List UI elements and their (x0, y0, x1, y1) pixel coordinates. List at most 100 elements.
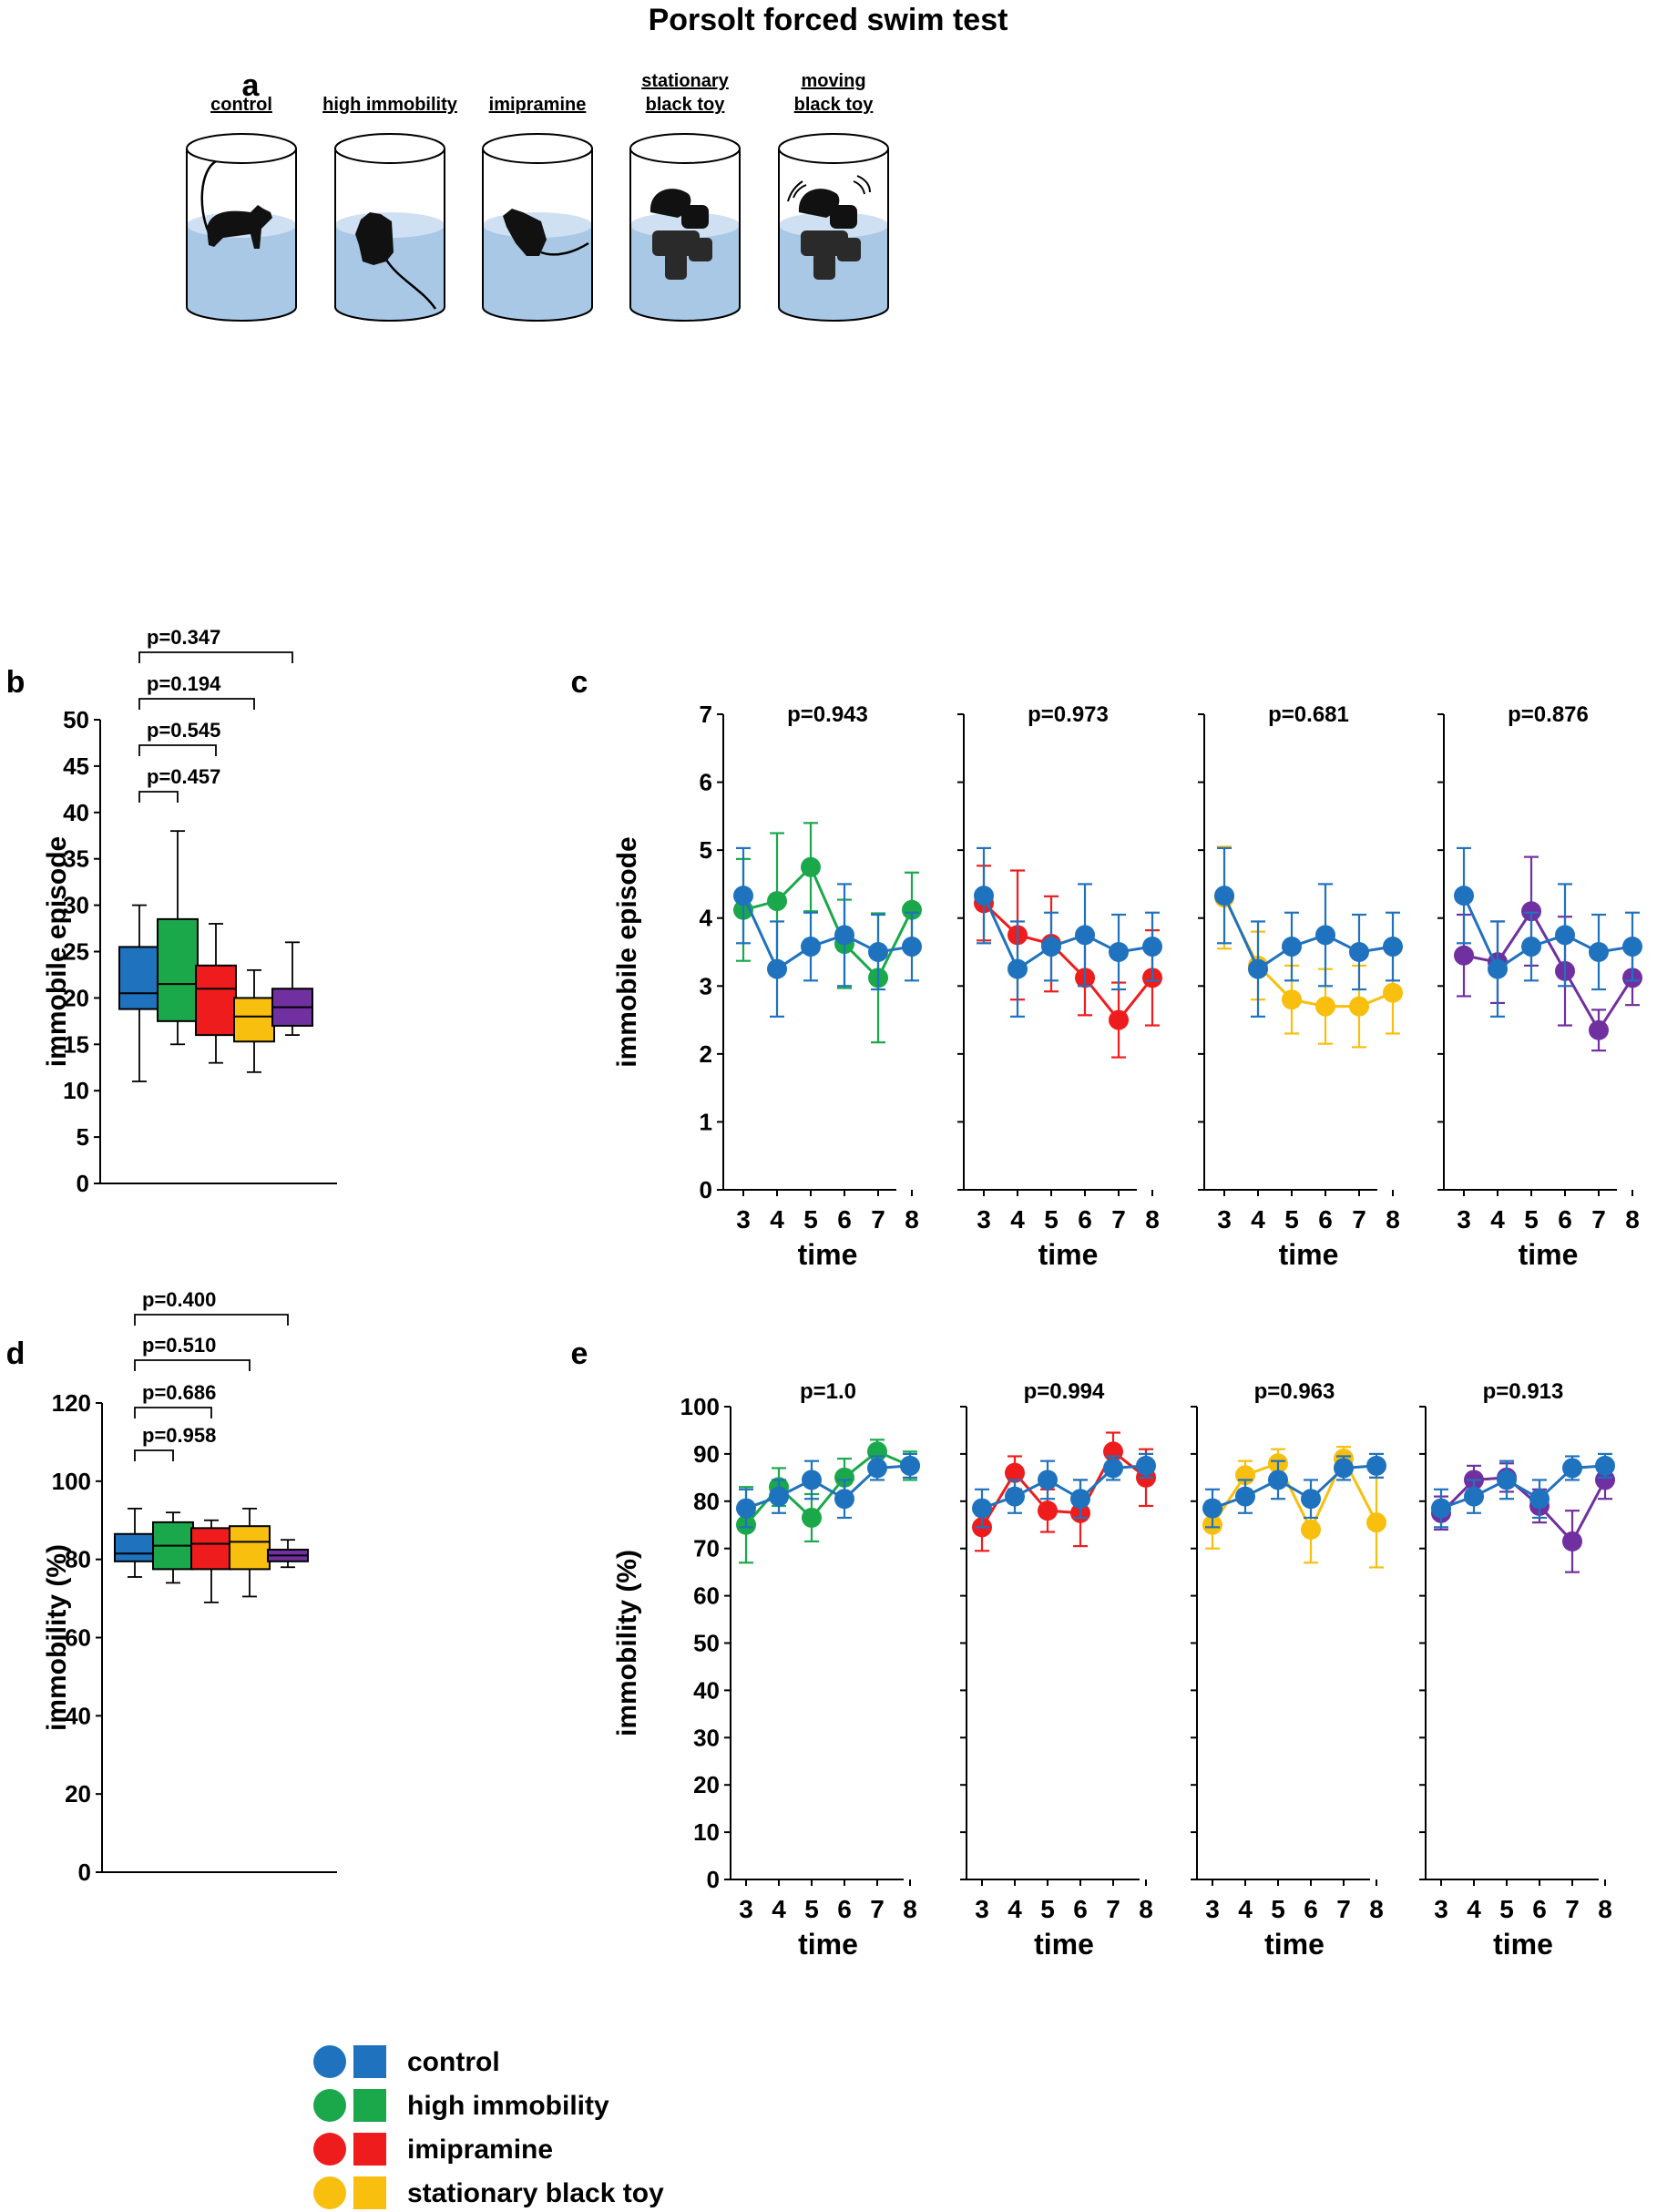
bracket-line (134, 1359, 251, 1371)
y-axis-label: immobile episode (612, 836, 642, 1067)
series-control (736, 1452, 920, 1529)
y-tick-label: 25 (63, 938, 89, 966)
data-point (902, 937, 922, 958)
data-point (769, 1486, 789, 1507)
cylinder-control: control (186, 95, 297, 322)
y-tick-label: 35 (63, 845, 89, 873)
x-axis-label: time (1034, 1928, 1094, 1961)
x-tick-label: 6 (1532, 1895, 1547, 1923)
mouse-tail (200, 159, 217, 233)
legend: control high immobility imipramine stationa… (313, 2045, 664, 2209)
series-stationary-black-toy (1202, 1446, 1386, 1569)
toy-body (801, 230, 848, 256)
legend-circle-marker (313, 2133, 346, 2166)
p-value: p=0.876 (1508, 702, 1589, 727)
cylinder-wall (334, 148, 445, 322)
bracket-line (138, 791, 179, 803)
x-tick-label: 8 (1139, 1895, 1153, 1923)
panel-d-boxplot: d 0 20 40 60 80 100 120 immobility (%) p=0.400 p=0… (6, 1288, 337, 1886)
legend-item-high-immobility: high immobility (313, 2089, 609, 2122)
panel-a-letter: a (242, 68, 261, 103)
data-point (974, 886, 994, 906)
series-stationary-black-toy (1214, 845, 1403, 1049)
data-point (972, 1498, 992, 1519)
bracket-line (134, 1449, 174, 1461)
data-point (1454, 945, 1474, 966)
data-point (1595, 1455, 1615, 1476)
legend-square-marker (353, 2176, 386, 2209)
mouse-tail (540, 241, 589, 256)
p-value: p=1.0 (800, 1379, 856, 1404)
y-tick-label: 1 (700, 1108, 712, 1135)
series-line (1439, 1476, 1607, 1544)
box-iqr (114, 1532, 156, 1562)
subplot-moving-black-toy: 3 4 5 6 7 8 time p=0.876 (1437, 702, 1642, 1271)
bracket-p-value: p=0.510 (142, 1334, 216, 1357)
subplot-stationary-black-toy: 3 4 5 6 7 8 time p=0.963 (1191, 1379, 1386, 1961)
x-tick-label: 4 (1010, 1205, 1025, 1234)
y-tick-label: 60 (65, 1624, 91, 1652)
data-point (1301, 1519, 1321, 1540)
series-control (1202, 1452, 1386, 1529)
y-tick-label: 2 (700, 1040, 712, 1068)
bracket-p-value: p=0.347 (147, 626, 220, 649)
x-tick-label: 3 (736, 1205, 751, 1234)
cylinder-rim (778, 133, 889, 164)
bracket-p-value: p=0.400 (142, 1288, 216, 1311)
y-tick-label: 20 (65, 1780, 91, 1807)
series-moving-black-toy (1431, 1459, 1615, 1573)
data-point (1235, 1486, 1255, 1507)
subplot-imipramine: 3 4 5 6 7 8 time p=0.994 (960, 1379, 1156, 1961)
motion-mark (856, 175, 871, 193)
data-point (1041, 937, 1061, 958)
data-point (802, 1507, 822, 1528)
x-tick-label: 5 (804, 1895, 819, 1923)
data-point (736, 1498, 756, 1519)
cylinder-rim (482, 133, 593, 164)
data-point (902, 899, 922, 920)
data-point (1038, 1470, 1058, 1490)
box-iqr (233, 997, 275, 1043)
bracket-line (138, 651, 293, 663)
data-point (1431, 1498, 1451, 1519)
legend-square-marker (353, 2045, 386, 2078)
legend-circle-marker (313, 2045, 346, 2078)
x-tick-label: 6 (1304, 1895, 1318, 1923)
figure-title: Porsolt forced swim test (649, 3, 1008, 37)
bracket-p-value: p=0.958 (142, 1424, 216, 1447)
x-tick-label: 4 (1007, 1895, 1022, 1923)
comparison-bracket: p=0.347 (138, 626, 293, 663)
data-point (1142, 937, 1162, 958)
bracket-p-value: p=0.457 (147, 765, 220, 788)
x-axis-label: time (1519, 1238, 1579, 1271)
y-axis-label: immobility (%) (42, 1544, 72, 1731)
comparison-bracket: p=0.400 (134, 1288, 289, 1326)
y-tick-label: 0 (78, 1859, 91, 1886)
y-tick-label: 50 (693, 1630, 720, 1657)
panel-letter: e (571, 1336, 588, 1371)
cylinder-label: moving (801, 71, 865, 91)
cylinder-wall (778, 148, 889, 322)
legend-label: control (407, 2047, 500, 2077)
data-point (1555, 925, 1575, 946)
subplot-high-immobility: 3 4 5 6 7 8 time p=0.943 (717, 702, 922, 1271)
series-line (742, 865, 914, 980)
panel-a-illustration: control high immobility imipramine stationa… (186, 71, 889, 322)
data-point (1454, 886, 1474, 906)
p-value: p=0.994 (1024, 1379, 1105, 1404)
legend-item-control: control (313, 2045, 500, 2078)
cylinder-label: stationary (641, 71, 729, 91)
x-tick-label: 7 (1111, 1205, 1126, 1234)
y-tick-label: 15 (63, 1030, 89, 1058)
y-tick-label: 30 (693, 1724, 720, 1751)
x-tick-label: 5 (1040, 1895, 1055, 1923)
data-point (1464, 1486, 1484, 1507)
data-point (1282, 937, 1302, 958)
cylinder-rim (334, 133, 445, 164)
x-tick-label: 8 (905, 1205, 919, 1234)
cylinder-label: imipramine (489, 95, 587, 115)
data-point (1366, 1512, 1386, 1533)
subplot-stationary-black-toy: 3 4 5 6 7 8 time p=0.681 (1198, 702, 1403, 1271)
x-tick-label: 6 (837, 1895, 852, 1923)
